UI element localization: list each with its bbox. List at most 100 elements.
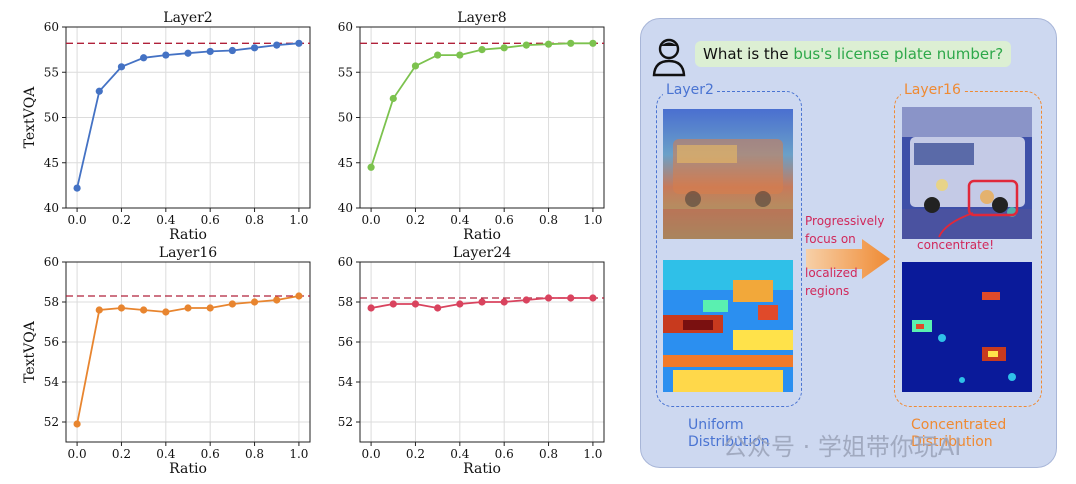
x-tick-label: 0.0 [68, 447, 87, 461]
data-point [95, 87, 103, 95]
data-point [140, 306, 148, 314]
y-tick-label: 40 [338, 201, 353, 215]
y-tick-label: 50 [338, 111, 353, 125]
y-axis-label: TextVQA [22, 86, 38, 149]
layer2-box [656, 91, 802, 407]
data-point [389, 300, 397, 308]
data-point [295, 292, 303, 300]
data-point [367, 163, 375, 171]
x-axis-label: Ratio [463, 461, 501, 477]
right-caption: Concentrated Distribution [911, 417, 1006, 451]
x-tick-label: 0.4 [450, 447, 469, 461]
layer16-heatmap [902, 262, 1032, 392]
data-point [162, 51, 170, 59]
line-charts: 0.0 0.2 0.4 0.6 0.8 1.0 40 45 50 55 60 Layer2 Ratio T… [22, 10, 605, 477]
data-point [117, 304, 126, 312]
y-tick-label: 52 [44, 415, 59, 429]
left-caption-line1: Uniform [688, 417, 744, 433]
data-point [544, 294, 553, 302]
y-tick-label: 55 [338, 65, 353, 79]
data-point [206, 304, 214, 312]
data-point [478, 46, 486, 54]
x-tick-label: 0.6 [201, 447, 220, 461]
x-tick-label: 1.0 [583, 213, 602, 227]
plot-frame-1 [359, 26, 605, 209]
x-tick-label: 0.8 [539, 213, 558, 227]
y-tick-label: 54 [338, 375, 354, 389]
y-tick-label: 40 [44, 201, 59, 215]
data-point [228, 46, 236, 55]
layer2-heatmap [663, 260, 793, 392]
data-point [434, 304, 442, 312]
data-point [389, 94, 397, 103]
layer16-attention-overlay [902, 107, 1032, 239]
data-point [162, 308, 170, 316]
data-point [273, 41, 281, 49]
y-tick-label: 52 [338, 415, 353, 429]
plate-highlight-box [967, 179, 1019, 217]
x-tick-label: 0.6 [201, 213, 220, 227]
data-point [184, 304, 192, 312]
progressive-focus-arrow [806, 239, 890, 279]
x-tick-label: 0.4 [156, 447, 175, 461]
y-tick-label: 45 [44, 156, 59, 170]
data-point [589, 294, 597, 302]
x-tick-label: 0.8 [245, 447, 264, 461]
data-point [411, 62, 420, 70]
question-text: What is the [703, 45, 794, 63]
data-point [184, 49, 192, 57]
data-point [295, 39, 303, 47]
question-highlight: bus's license plate number? [793, 45, 1004, 63]
data-point [250, 298, 259, 306]
question-bubble: What is the bus's license plate number? [695, 41, 1012, 67]
left-caption-line2: Distribution [688, 434, 770, 450]
data-point [206, 47, 214, 56]
chart-title: Layer8 [457, 10, 506, 26]
data-point [478, 298, 486, 306]
x-tick-label: 1.0 [583, 447, 602, 461]
left-caption: Uniform Distribution [688, 417, 770, 451]
data-point [411, 300, 420, 308]
y-tick-label: 55 [44, 65, 59, 79]
layer16-box [894, 91, 1042, 407]
plot-frame-3 [359, 261, 605, 443]
y-tick-label: 50 [44, 111, 59, 125]
data-point [434, 51, 442, 59]
x-tick-label: 1.0 [289, 213, 308, 227]
x-axis-label: Ratio [169, 227, 207, 243]
data-point [95, 306, 103, 314]
x-tick-label: 0.6 [495, 213, 514, 227]
data-point [117, 63, 126, 71]
arrow-note-line1: Progressively [805, 214, 885, 228]
x-tick-label: 0.8 [245, 213, 264, 227]
arrow-note-top: Progressively focus on [805, 212, 884, 248]
x-tick-label: 0.2 [406, 447, 425, 461]
y-tick-label: 56 [338, 335, 353, 349]
x-tick-label: 0.4 [156, 213, 175, 227]
y-tick-label: 60 [44, 255, 59, 269]
y-tick-label: 54 [44, 375, 60, 389]
y-tick-label: 45 [338, 156, 353, 170]
data-point [73, 184, 81, 192]
y-tick-label: 58 [338, 295, 353, 309]
y-tick-label: 60 [338, 255, 353, 269]
x-axis-label: Ratio [463, 227, 501, 243]
data-point [367, 304, 375, 312]
data-point [522, 296, 530, 304]
data-point [522, 41, 530, 49]
data-point [567, 39, 575, 47]
data-point [589, 39, 597, 47]
chart-title: Layer2 [163, 10, 212, 26]
chart-title: Layer24 [453, 245, 511, 261]
data-point [500, 298, 508, 306]
data-point [250, 44, 259, 52]
right-caption-line1: Concentrated [911, 417, 1007, 433]
data-point [567, 294, 575, 302]
x-tick-label: 0.2 [112, 213, 131, 227]
x-tick-label: 0.0 [362, 213, 381, 227]
data-point [228, 300, 236, 308]
arrow-note-line4: regions [805, 284, 850, 298]
x-tick-label: 0.8 [539, 447, 558, 461]
y-tick-label: 58 [44, 295, 59, 309]
chart-title: Layer16 [159, 245, 217, 261]
